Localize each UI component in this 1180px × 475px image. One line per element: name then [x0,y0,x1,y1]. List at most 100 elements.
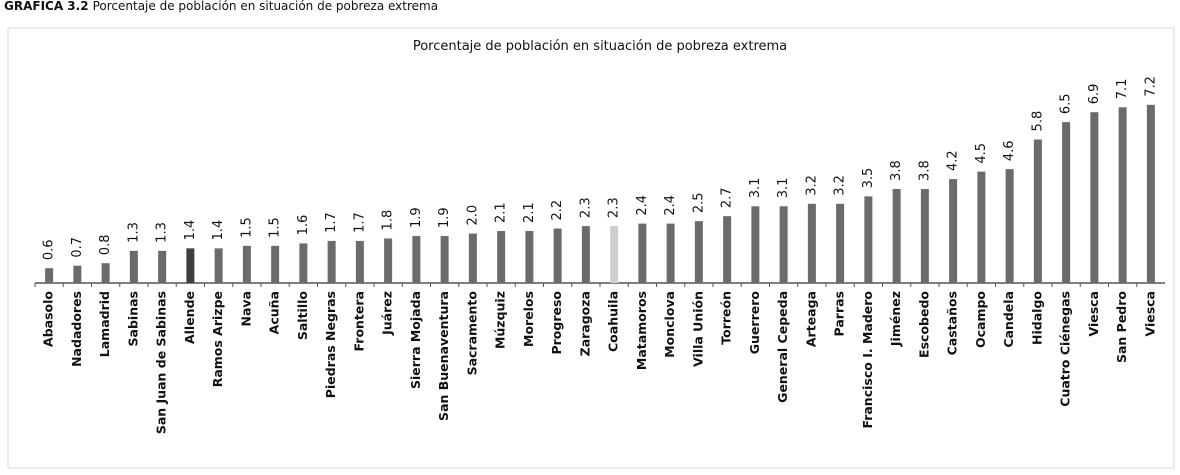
x-tick-label: San Pedro [1114,291,1129,363]
x-tick-label: Escobedo [916,291,931,358]
x-tick-label: Arteaga [803,291,818,347]
value-label: 1.4 [183,220,198,241]
bar [610,226,619,283]
bar [751,206,760,283]
value-label: 2.4 [663,195,678,216]
value-label: 4.5 [974,143,989,164]
bar [949,179,958,283]
bar [101,263,110,283]
header-label: GRÁFICA 3.2 [4,0,89,13]
value-label: 2.4 [635,195,650,216]
x-tick-label: San Buenaventura [436,291,451,421]
bar [384,238,393,283]
bar [638,223,647,283]
bar [723,216,732,283]
bar [299,243,308,283]
x-tick-label: Allende [182,291,197,344]
bar [440,235,449,283]
x-tick-label: Múzquiz [493,291,508,349]
value-label: 1.9 [437,207,452,228]
bar [1090,112,1099,283]
x-tick-label: Saltillo [295,291,310,341]
x-tick-label: Ocampo [973,291,988,348]
bar [1062,122,1071,283]
value-label: 1.7 [352,212,367,233]
bar [214,248,223,283]
bar [186,248,195,283]
bar [525,231,534,283]
bar [158,250,167,283]
x-tick-label: Sierra Mojada [408,291,423,389]
x-tick-label: San Juan de Sabinas [154,291,169,434]
value-label: 0.6 [42,239,57,260]
x-tick-label: Castaños [945,291,960,355]
value-label: 7.1 [1115,79,1130,100]
x-tick-label: Candela [1001,291,1016,348]
bar [694,221,703,283]
bar [468,233,477,283]
value-label: 1.7 [324,212,339,233]
bar [1146,104,1155,283]
value-label: 1.3 [155,222,170,243]
x-tick-label: Piedras Negras [323,291,338,398]
value-label: 1.3 [126,222,141,243]
value-label: 7.2 [1143,76,1158,97]
bar [73,265,82,283]
value-label: 3.8 [917,160,932,181]
x-tick-label: Nadadores [69,291,84,367]
value-label: 3.2 [833,175,848,196]
bar [553,228,562,283]
x-tick-label: Juárez [380,291,395,336]
bar [271,245,280,283]
x-tick-label: Sabinas [125,291,140,346]
x-tick-label: Monclova [662,291,677,358]
x-tick-label: Guerrero [747,291,762,355]
x-tick-label: Cuatro Ciénegas [1058,291,1073,407]
header: GRÁFICA 3.2 Porcentaje de población en si… [4,0,438,13]
value-label: 2.5 [691,192,706,213]
x-tick-label: Sacramento [464,291,479,376]
x-tick-label: Francisco I. Madero [860,291,875,429]
bar [779,206,788,283]
bar [1005,169,1014,283]
bar [355,240,364,283]
value-label: 0.7 [70,237,85,258]
x-tick-label: Jiménez [888,291,903,347]
value-label: 6.5 [1059,93,1074,114]
value-label: 2.1 [494,202,509,223]
bar [807,203,816,283]
x-tick-label: Zaragoza [577,291,592,356]
chart-frame [7,27,1175,469]
bar [666,223,675,283]
value-label: 2.3 [607,197,622,218]
value-label: 1.6 [296,215,311,236]
x-tick-label: Hidalgo [1029,291,1044,345]
x-tick-label: Viesca [1142,291,1157,337]
value-label: 2.1 [522,202,537,223]
x-tick-label: Acuña [267,291,282,334]
bar [1033,139,1042,283]
bar [864,196,873,283]
value-label: 3.5 [861,168,876,189]
x-tick-label: Parras [832,291,847,336]
x-tick-label: General Cepeda [775,291,790,403]
bar [892,188,901,283]
bar [836,203,845,283]
bar [412,235,421,283]
bar [1118,107,1127,284]
value-label: 3.8 [889,160,904,181]
value-label: 4.2 [946,150,961,171]
value-label: 3.2 [804,175,819,196]
value-label: 2.3 [578,197,593,218]
bar [129,250,138,283]
value-label: 2.7 [720,187,735,208]
value-label: 1.5 [239,217,254,238]
value-label: 1.4 [211,220,226,241]
x-tick-label: Frontera [351,291,366,351]
header-text: Porcentaje de población en situación de … [93,0,439,13]
x-tick-label: Coahuila [606,291,621,352]
x-tick-label: Villa Unión [690,291,705,367]
bar [581,226,590,283]
x-tick-label: Abasolo [41,291,56,347]
